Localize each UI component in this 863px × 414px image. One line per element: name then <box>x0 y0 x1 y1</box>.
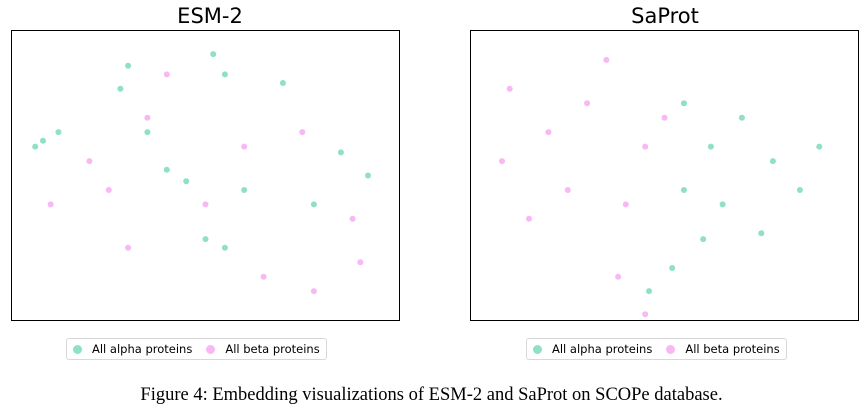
beta-point <box>163 71 170 78</box>
alpha-point <box>221 71 228 78</box>
legend-marker-beta <box>666 344 676 354</box>
alpha-point <box>680 187 687 193</box>
alpha-point <box>183 178 190 185</box>
alpha-point <box>202 236 209 243</box>
legend-marker-alpha <box>533 344 542 354</box>
esm2-scatter-svg <box>32 51 371 295</box>
beta-point <box>564 187 571 193</box>
alpha-point <box>680 100 687 107</box>
saprot-scatter-svg <box>499 56 823 318</box>
alpha-point <box>646 288 652 295</box>
alpha-point <box>816 143 823 150</box>
alpha-point <box>769 158 776 165</box>
alpha-point <box>55 129 62 136</box>
alpha-point <box>144 129 151 136</box>
alpha-point <box>221 244 228 251</box>
alpha-point <box>117 85 124 92</box>
alpha-point <box>32 143 39 150</box>
beta-point <box>202 201 209 208</box>
beta-point <box>526 215 532 222</box>
alpha-point <box>700 236 707 243</box>
legend-entry-beta: All beta proteins <box>206 342 320 356</box>
beta-point <box>603 56 610 63</box>
alpha-point <box>669 265 676 271</box>
beta-point <box>506 85 513 92</box>
legend-marker-beta <box>206 344 216 354</box>
esm2-title: ESM-2 <box>177 4 243 28</box>
esm2-scatter-plot <box>11 30 400 321</box>
saprot-scatter-plot <box>470 30 859 321</box>
alpha-point <box>796 187 803 193</box>
legend-entry-alpha: All alpha proteins <box>533 342 652 356</box>
beta-point <box>86 158 93 165</box>
alpha-point <box>707 143 714 150</box>
legend-label-beta: All beta proteins <box>225 342 320 356</box>
alpha-point <box>163 166 170 173</box>
legend-label-alpha: All alpha proteins <box>552 342 653 356</box>
beta-point <box>47 201 54 208</box>
beta-point <box>310 288 317 295</box>
beta-point <box>642 311 649 318</box>
legend-entry-alpha: All alpha proteins <box>73 342 192 356</box>
alpha-point <box>279 80 286 86</box>
beta-point <box>349 215 356 222</box>
beta-point <box>125 244 132 251</box>
beta-point <box>615 273 622 280</box>
beta-point <box>144 114 151 121</box>
alpha-point <box>365 172 371 179</box>
beta-point <box>241 143 248 150</box>
beta-point <box>499 158 505 165</box>
legend-label-beta: All beta proteins <box>685 342 780 356</box>
saprot-title: SaProt <box>631 4 699 28</box>
beta-point <box>299 129 306 136</box>
alpha-point <box>210 51 217 58</box>
legend-entry-beta: All beta proteins <box>666 342 780 356</box>
legend-marker-alpha <box>73 344 82 354</box>
beta-point <box>357 259 364 266</box>
beta-point <box>545 129 552 136</box>
alpha-point <box>125 62 132 69</box>
beta-point <box>622 201 629 208</box>
alpha-point <box>40 137 46 144</box>
beta-point <box>584 100 591 107</box>
alpha-point <box>310 201 317 208</box>
alpha-point <box>337 149 344 156</box>
beta-point <box>260 273 267 280</box>
beta-point <box>661 114 668 121</box>
saprot-legend: All alpha proteins All beta proteins <box>526 338 787 360</box>
alpha-point <box>719 201 726 208</box>
alpha-point <box>241 187 248 193</box>
legend-label-alpha: All alpha proteins <box>92 342 193 356</box>
alpha-point <box>758 230 765 237</box>
beta-point <box>642 143 649 150</box>
figure-caption: Figure 4: Embedding visualizations of ES… <box>140 385 723 405</box>
alpha-point <box>738 114 745 121</box>
esm2-legend: All alpha proteins All beta proteins <box>66 338 327 360</box>
beta-point <box>105 187 112 193</box>
